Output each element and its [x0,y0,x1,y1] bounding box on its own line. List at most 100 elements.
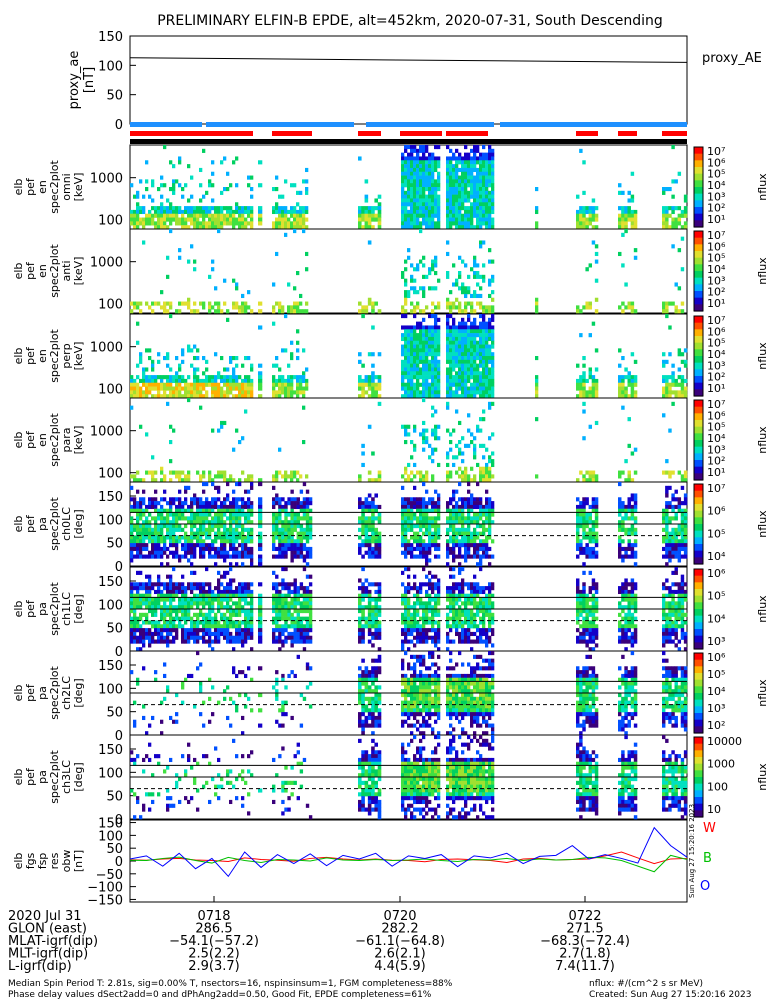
heatmap-cell [419,359,423,364]
heatmap-cell [258,482,263,487]
heatmap-cell [470,394,474,399]
heatmap-cell [491,217,495,222]
heatmap-cell [154,504,158,510]
heatmap-cell [633,248,638,253]
heatmap-cell [630,394,635,399]
heatmap-cell [624,527,628,532]
heatmap-cell [290,512,294,517]
heatmap-cell [488,333,492,338]
heatmap-cell [235,524,239,529]
heatmap-cell [130,378,134,384]
heatmap-cell [364,382,369,387]
proxy-ae-frame [129,35,688,125]
heatmap-cell [404,478,408,483]
heatmap-cell [205,213,209,218]
heatmap-cell [284,382,288,387]
colorbar-cell [694,472,703,474]
heatmap-cell [371,512,375,517]
heatmap-cell [458,271,462,276]
heatmap-cell [585,516,589,521]
heatmap-cell [677,554,682,559]
heatmap-cell [446,271,450,276]
heatmap-cell [244,501,248,506]
heatmap-cell [305,539,310,544]
heatmap-cell [247,546,251,552]
heatmap-cell [136,586,140,591]
heatmap-cell [404,344,408,349]
heatmap-cell [674,489,678,494]
heatmap-cell [455,489,459,494]
heatmap-cell [591,504,596,510]
heatmap-cell [413,145,417,150]
heatmap-cell [130,394,134,399]
heatmap-cell [401,202,405,207]
heatmap-cell [275,390,279,395]
heatmap-cell [449,546,453,552]
heatmap-cell [281,221,285,226]
heatmap-cell [358,156,362,161]
heatmap-cell [674,512,678,517]
colorbar-tick: 10³ [707,190,725,203]
heatmap-cell [488,225,492,230]
heatmap-cell [491,554,495,559]
heatmap-cell [208,225,212,230]
heatmap-cell [437,531,441,536]
heatmap-cell [377,470,382,475]
heatmap-cell [434,194,438,199]
heatmap-cell [594,297,599,302]
heatmap-cell [142,217,146,222]
heatmap-cell [196,531,200,536]
heatmap-cell [473,271,477,276]
heatmap-cell [377,478,382,483]
heatmap-cell [624,478,628,483]
heatmap-cell [416,164,420,169]
heatmap-cell [449,497,453,502]
heatmap-cell [452,493,456,498]
heatmap-cell [223,187,227,192]
heatmap-cell [166,217,170,222]
heatmap-cell [290,554,294,559]
heatmap-cell [364,535,369,540]
heatmap-cell [579,386,583,391]
heatmap-cell [196,367,200,372]
heatmap-cell [431,336,435,342]
colorbar-cell [694,152,703,155]
heatmap-cell [535,474,539,479]
heatmap-cell [416,183,420,188]
heatmap-cell [434,378,438,384]
heatmap-cell [446,190,450,195]
heatmap-cell [464,305,468,310]
heatmap-cell [142,520,146,525]
heatmap-cell [624,512,628,517]
heatmap-cell [618,394,622,399]
heatmap-cell [618,206,622,211]
heatmap-cell [446,301,450,306]
heatmap-cell [407,497,411,502]
heatmap-cell [247,290,251,295]
heatmap-cell [428,443,432,448]
heatmap-cell [157,301,161,306]
heatmap-cell [172,535,176,540]
heatmap-cell [422,420,426,426]
heatmap-cell [446,367,450,372]
heatmap-cell [199,301,203,306]
heatmap-cell [449,527,453,532]
heatmap-cell [464,152,468,157]
heatmap-cell [226,317,230,322]
heatmap-cell [145,589,149,595]
colorbar-cell [694,269,703,272]
heatmap-cell [431,164,435,169]
heatmap-cell [585,301,589,306]
heatmap-cell [290,489,294,494]
heatmap-cell [302,535,307,540]
heatmap-cell [464,194,468,199]
heatmap-cell [476,213,480,218]
heatmap-cell [172,213,176,218]
heatmap-cell [278,508,282,513]
heatmap-cell [476,148,480,153]
heatmap-cell [446,520,450,525]
heatmap-cell [142,209,146,215]
heatmap-cell [467,274,471,279]
colorbar-cell [694,557,703,560]
